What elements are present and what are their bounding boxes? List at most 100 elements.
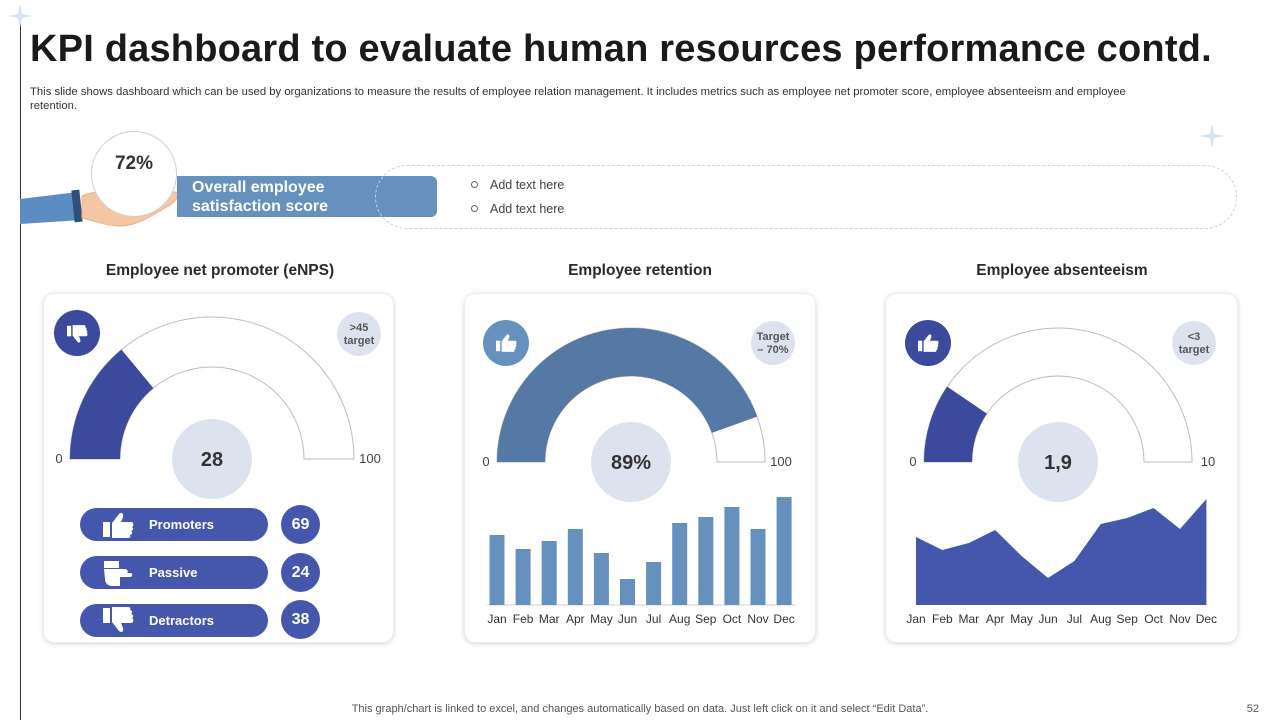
x-tick-label: Oct bbox=[723, 612, 742, 626]
gauge-min-label: 0 bbox=[909, 454, 916, 469]
note-text: Add text here bbox=[490, 178, 565, 192]
gauge-min-label: 0 bbox=[55, 451, 62, 466]
x-tick-label: Sep bbox=[695, 612, 717, 626]
retention-title: Employee retention bbox=[568, 262, 712, 279]
absenteeism-card: 1,9 0 10 <3 target Jan Feb Mar Apr May Jun Jul Aug Se… bbox=[886, 294, 1237, 642]
gauge-max-label: 100 bbox=[359, 451, 381, 466]
satisfaction-score-circle bbox=[91, 131, 177, 217]
satisfaction-score-value: 72% bbox=[114, 153, 154, 174]
bar bbox=[593, 553, 609, 605]
note-item: Add text here bbox=[471, 178, 564, 192]
retention-card: 89% 0 100 Target – 70% Jan Feb Mar Apr May Jun Jul A… bbox=[465, 294, 815, 642]
x-tick-label: Nov bbox=[1169, 612, 1190, 626]
target-badge bbox=[751, 321, 795, 365]
absenteeism-title: Employee absenteeism bbox=[976, 262, 1148, 279]
legend-label: Detractors bbox=[149, 613, 215, 628]
x-tick-label: Feb bbox=[932, 612, 953, 626]
gauge-hub bbox=[1018, 422, 1098, 502]
enps-card: 28 0 100 >45 target bbox=[44, 294, 393, 642]
x-tick-label: Sep bbox=[1117, 612, 1139, 626]
x-tick-label: Aug bbox=[1090, 612, 1111, 626]
x-tick-label: Mar bbox=[539, 612, 560, 626]
bar bbox=[724, 507, 740, 605]
page-title: KPI dashboard to evaluate human resource… bbox=[30, 28, 1212, 70]
page-subtitle: This slide shows dashboard which can be … bbox=[30, 86, 1126, 112]
gauge-fill bbox=[924, 386, 987, 462]
bar bbox=[776, 497, 792, 605]
thumbs-down-icon bbox=[103, 607, 134, 632]
legend-detractors: Detractors bbox=[80, 604, 268, 637]
gauge-value: 89% bbox=[611, 452, 651, 474]
x-tick-label: Dec bbox=[773, 612, 794, 626]
gauge-min-label: 0 bbox=[482, 454, 489, 469]
legend-passive: Passive bbox=[80, 556, 268, 589]
enps-title: Employee net promoter (eNPS) bbox=[105, 262, 335, 279]
notes-box bbox=[375, 165, 1237, 229]
bar bbox=[646, 562, 662, 605]
target-line-2: target bbox=[344, 335, 375, 347]
thumb-side-icon bbox=[104, 561, 133, 586]
bar bbox=[541, 541, 557, 605]
target-line-2: – 70% bbox=[757, 344, 788, 356]
gauge-max-label: 100 bbox=[770, 454, 792, 469]
thumbs-up-icon bbox=[496, 334, 517, 352]
satisfaction-label-line2: satisfaction score bbox=[192, 198, 329, 215]
gauge-hub bbox=[591, 422, 671, 502]
page-number: 52 bbox=[1246, 703, 1259, 715]
gauge-value: 1,9 bbox=[1044, 452, 1072, 474]
gauge-max-label: 10 bbox=[1201, 454, 1215, 469]
gauge-track bbox=[69, 316, 355, 460]
retention-chart: 89% 0 100 Target– 70% Jan Feb Mar Apr May Jun Jul A… bbox=[482, 320, 795, 626]
x-tick-label: Jun bbox=[618, 612, 637, 626]
legend-label: Promoters bbox=[149, 517, 215, 532]
target-badge bbox=[1172, 321, 1216, 365]
x-tick-label: Oct bbox=[1144, 612, 1163, 626]
target-line-1: Target bbox=[757, 331, 790, 343]
bullet-icon bbox=[471, 205, 478, 212]
thumbs-down-icon bbox=[67, 325, 88, 343]
left-rule bbox=[20, 22, 21, 720]
bar bbox=[672, 523, 688, 605]
x-tick-label: Feb bbox=[513, 612, 534, 626]
gauge-fill bbox=[497, 328, 758, 462]
legend-value: 69 bbox=[281, 505, 320, 544]
x-tick-label: May bbox=[590, 612, 613, 626]
bullet-icon bbox=[471, 181, 478, 188]
x-tick-label: Jul bbox=[1067, 612, 1082, 626]
legend-value: 38 bbox=[281, 600, 320, 639]
footer-note: This graph/chart is linked to excel, and… bbox=[351, 703, 929, 715]
note-text: Add text here bbox=[490, 202, 565, 216]
sparkle-icon bbox=[8, 4, 32, 28]
x-tick-label: Nov bbox=[747, 612, 768, 626]
bar bbox=[489, 535, 505, 605]
gauge-track bbox=[923, 327, 1193, 463]
gauge-fill bbox=[70, 349, 154, 459]
gauge-hub bbox=[172, 419, 252, 499]
x-tick-label: May bbox=[1010, 612, 1033, 626]
x-tick-label: Mar bbox=[958, 612, 979, 626]
target-line-1: <3 bbox=[1188, 331, 1201, 343]
sparkle-icon bbox=[1199, 123, 1225, 149]
x-tick-label: Jan bbox=[487, 612, 506, 626]
satisfaction-label-line1: Overall employee bbox=[192, 179, 325, 196]
bar bbox=[620, 579, 635, 605]
x-tick-label: Apr bbox=[986, 612, 1005, 626]
x-tick-label: Jul bbox=[646, 612, 661, 626]
legend-value: 24 bbox=[281, 553, 320, 592]
thumbs-up-icon bbox=[918, 334, 939, 352]
bar bbox=[567, 529, 583, 605]
legend-promoters: Promoters bbox=[80, 508, 268, 541]
note-item: Add text here bbox=[471, 202, 564, 216]
thumbs-up-icon bbox=[103, 513, 134, 538]
x-tick-label: Apr bbox=[566, 612, 585, 626]
gauge-value: 28 bbox=[201, 449, 223, 471]
x-tick-label: Jun bbox=[1038, 612, 1057, 626]
target-line-2: target bbox=[1179, 344, 1210, 356]
x-tick-label: Dec bbox=[1196, 612, 1217, 626]
bar bbox=[515, 549, 531, 605]
target-line-1: >45 bbox=[350, 322, 369, 334]
bar bbox=[750, 529, 766, 605]
bar bbox=[698, 517, 714, 605]
